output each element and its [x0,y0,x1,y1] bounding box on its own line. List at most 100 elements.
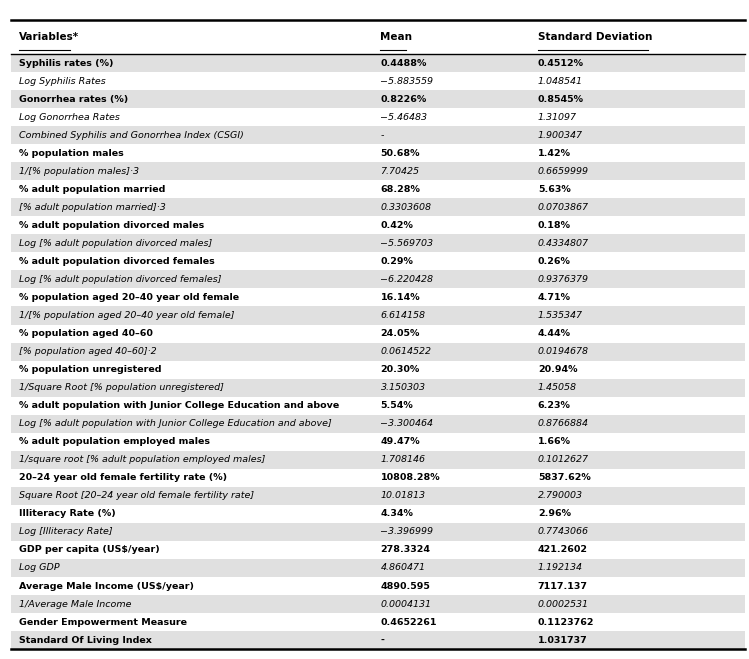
Text: 0.8545%: 0.8545% [538,95,583,103]
Text: 0.26%: 0.26% [538,257,571,266]
Text: 4890.595: 4890.595 [380,581,431,590]
Text: 0.8766884: 0.8766884 [538,419,589,428]
Bar [11,90,745,108]
Bar [11,451,745,469]
Text: 7117.137: 7117.137 [538,581,588,590]
Text: 50.68%: 50.68% [380,149,420,158]
Text: % population males: % population males [19,149,124,158]
Text: 0.29%: 0.29% [380,257,413,266]
Text: 1.45058: 1.45058 [538,383,577,392]
Bar [11,72,745,90]
Bar [11,469,745,487]
Text: 4.860471: 4.860471 [380,563,425,573]
Text: Variables*: Variables* [19,32,79,42]
Text: 0.8226%: 0.8226% [380,95,427,103]
Bar [11,289,745,306]
Bar [11,577,745,595]
Text: Log GDP: Log GDP [19,563,59,573]
Bar [11,397,745,415]
Bar [11,252,745,270]
Text: Gonorrhea rates (%): Gonorrhea rates (%) [19,95,128,103]
Text: 0.18%: 0.18% [538,221,571,230]
Text: 421.2602: 421.2602 [538,546,588,554]
Text: 68.28%: 68.28% [380,185,420,194]
Text: [% adult population married]·3: [% adult population married]·3 [19,203,166,212]
Text: 1.535347: 1.535347 [538,311,583,320]
Text: 1.66%: 1.66% [538,437,571,446]
Text: % population unregistered: % population unregistered [19,365,161,374]
Bar [11,198,745,216]
Text: 1.192134: 1.192134 [538,563,583,573]
Bar [11,415,745,433]
Text: 0.0703867: 0.0703867 [538,203,589,212]
Bar [11,523,745,541]
Bar [11,559,745,577]
Text: 6.614158: 6.614158 [380,311,425,320]
Text: 24.05%: 24.05% [380,329,420,338]
Text: 20.94%: 20.94% [538,365,577,374]
Bar [11,324,745,343]
Text: 1/Square Root [% population unregistered]: 1/Square Root [% population unregistered… [19,383,224,392]
Text: Log [% adult population divorced males]: Log [% adult population divorced males] [19,239,212,248]
Text: % adult population divorced males: % adult population divorced males [19,221,204,230]
Text: 4.44%: 4.44% [538,329,571,338]
Bar [11,595,745,613]
Bar [11,360,745,379]
Text: 0.7743066: 0.7743066 [538,527,589,536]
Text: 1/[% population aged 20–40 year old female]: 1/[% population aged 20–40 year old fema… [19,311,234,320]
Bar [11,306,745,324]
Text: 1.708146: 1.708146 [380,455,425,465]
Text: % population aged 20–40 year old female: % population aged 20–40 year old female [19,293,239,302]
Bar [11,235,745,252]
Text: Standard Of Living Index: Standard Of Living Index [19,635,151,645]
Text: 1/Average Male Income: 1/Average Male Income [19,600,131,608]
Text: Gender Empowerment Measure: Gender Empowerment Measure [19,617,187,627]
Bar [11,379,745,397]
Text: % adult population with Junior College Education and above: % adult population with Junior College E… [19,401,339,410]
Text: −5.46483: −5.46483 [380,113,428,122]
Text: 16.14%: 16.14% [380,293,420,302]
Text: Standard Deviation: Standard Deviation [538,32,652,42]
Text: 0.4488%: 0.4488% [380,59,427,68]
Text: -: - [380,635,384,645]
Text: 0.4652261: 0.4652261 [380,617,437,627]
Text: 20.30%: 20.30% [380,365,419,374]
Text: Log Gonorrhea Rates: Log Gonorrhea Rates [19,113,120,122]
Text: Syphilis rates (%): Syphilis rates (%) [19,59,113,68]
Text: 0.1012627: 0.1012627 [538,455,589,465]
Text: 1.42%: 1.42% [538,149,571,158]
Bar [11,343,745,360]
Bar [11,162,745,181]
Text: GDP per capita (US$/year): GDP per capita (US$/year) [19,546,160,554]
Text: % population aged 40–60: % population aged 40–60 [19,329,153,338]
Text: 7.70425: 7.70425 [380,167,419,176]
Bar [11,216,745,235]
Text: 5837.62%: 5837.62% [538,473,590,482]
Text: % adult population employed males: % adult population employed males [19,437,210,446]
Text: 1.900347: 1.900347 [538,130,583,140]
Text: −3.300464: −3.300464 [380,419,434,428]
Bar [11,108,745,126]
Text: Log Syphilis Rates: Log Syphilis Rates [19,76,106,86]
Bar [11,541,745,559]
Text: 1.031737: 1.031737 [538,635,587,645]
Text: −3.396999: −3.396999 [380,527,434,536]
Text: 10808.28%: 10808.28% [380,473,440,482]
Bar [11,505,745,523]
Text: −5.883559: −5.883559 [380,76,434,86]
Text: Combined Syphilis and Gonorrhea Index (CSGI): Combined Syphilis and Gonorrhea Index (C… [19,130,243,140]
Text: 0.9376379: 0.9376379 [538,275,589,284]
Text: 2.96%: 2.96% [538,509,571,519]
Bar [11,54,745,72]
Text: −5.569703: −5.569703 [380,239,434,248]
Text: Log [% adult population with Junior College Education and above]: Log [% adult population with Junior Coll… [19,419,332,428]
Text: 2.790003: 2.790003 [538,492,583,500]
Text: 3.150303: 3.150303 [380,383,425,392]
Text: 0.42%: 0.42% [380,221,413,230]
Bar [11,487,745,505]
Text: −6.220428: −6.220428 [380,275,434,284]
Text: 10.01813: 10.01813 [380,492,425,500]
Text: Mean: Mean [380,32,413,42]
Bar [11,270,745,289]
Bar [11,144,745,162]
